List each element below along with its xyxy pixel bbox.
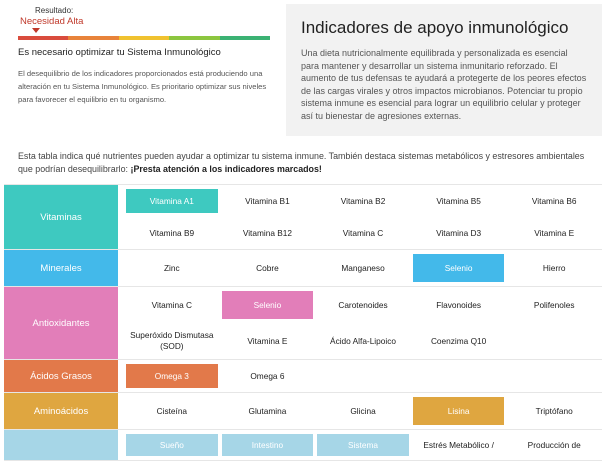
result-label: Resultado:: [35, 6, 74, 15]
indicator-item: Vitamina B9: [149, 227, 195, 238]
scale-segment: [118, 36, 170, 40]
indicator-item: Manganeso: [341, 262, 385, 273]
nutrient-group-row: Minerales Zinc Cobre Manganeso Selenio Hierro: [4, 250, 602, 287]
result-scale-bar: [18, 36, 271, 40]
indicator-item: Vitamina C: [151, 299, 193, 310]
indicator-item: Vitamina B2: [340, 195, 386, 206]
indicator-item: Estrés Metabólico /: [423, 439, 494, 450]
info-body: Una dieta nutricionalmente equilibrada y…: [301, 48, 587, 121]
scale-segment: [219, 36, 271, 40]
scale-segment: [169, 36, 220, 40]
result-marker-icon: [32, 28, 40, 33]
indicator-item: Cisteína: [156, 405, 188, 416]
indicator-item: Producción de: [527, 439, 581, 450]
indicator-item: Polifenoles: [533, 299, 575, 310]
indicator-item: Vitamina B1: [245, 195, 290, 206]
highlighted-indicator: Lisina: [412, 397, 505, 425]
highlighted-indicator: Intestino: [221, 434, 314, 456]
indicator-item: Hierro: [542, 262, 566, 273]
info-card: Indicadores de apoyo inmunológico Una di…: [286, 4, 602, 136]
highlighted-indicator: Vitamina A1: [126, 189, 218, 213]
table-intro-emphasis: ¡Presta atención a los indicadores marca…: [130, 164, 322, 174]
indicator-item: Vitamina B5: [436, 195, 481, 206]
nutrient-group-row: Aminoácidos Cisteína Glutamina Glicina Lisin…: [4, 393, 602, 430]
category-label: Vitaminas: [4, 185, 119, 249]
indicator-item: Glicina: [350, 405, 376, 416]
indicator-item: Vitamina B12: [242, 227, 293, 238]
indicator-item: Triptófano: [535, 405, 573, 416]
indicator-item: Vitamina D3: [436, 227, 482, 238]
table-intro-text: Esta tabla indica qué nutrientes pueden …: [18, 151, 585, 174]
category-label: Minerales: [4, 250, 119, 286]
nutrient-group-row: Vitaminas Vitamina A1 Vitamina B1 Vitamina …: [4, 185, 602, 250]
info-title: Indicadores de apoyo inmunológico: [301, 18, 569, 37]
nutrient-group-row: Antioxidantes Vitamina C Selenio Carotenoid…: [4, 287, 602, 360]
indicator-item: Zinc: [163, 262, 180, 273]
category-label: Ácidos Grasos: [4, 360, 119, 392]
highlighted-indicator: Omega 3: [126, 364, 218, 388]
indicator-item: Superóxido Dismutasa (SOD): [130, 330, 214, 351]
highlighted-indicator: Selenio: [221, 291, 314, 319]
indicator-item: Cobre: [256, 262, 279, 273]
nutrient-group-row: Sueño Intestino Sistema Estrés Metabólico /…: [4, 430, 602, 461]
indicator-item: Vitamina B6: [531, 195, 577, 206]
indicator-item: Glutamina: [248, 405, 287, 416]
highlighted-indicator: Sueño: [126, 434, 218, 456]
indicator-item: Omega 6: [250, 370, 285, 381]
result-description: El desequilibrio de los indicadores prop…: [18, 69, 267, 104]
indicator-item: Vitamina E: [534, 227, 575, 238]
result-heading: Es necesario optimizar tu Sistema Inmuno…: [18, 47, 221, 58]
table-intro: Esta tabla indica qué nutrientes pueden …: [18, 150, 598, 176]
category-label: Aminoácidos: [4, 393, 119, 429]
indicator-item: Vitamina E: [247, 335, 288, 346]
scale-segment: [68, 36, 119, 40]
indicator-item: Flavonoides: [436, 299, 481, 310]
category-label: Antioxidantes: [4, 287, 119, 359]
indicator-item: Carotenoides: [338, 299, 388, 310]
highlighted-indicator: Sistema: [317, 434, 409, 456]
indicator-item: Vitamina C: [342, 227, 384, 238]
category-label: [4, 430, 119, 460]
scale-segment: [18, 36, 69, 40]
nutrient-table: Vitaminas Vitamina A1 Vitamina B1 Vitamina …: [4, 184, 602, 461]
indicator-item: Ácido Alfa-Lipoico: [330, 335, 396, 346]
highlighted-indicator: Selenio: [412, 254, 505, 282]
indicator-item: Coenzima Q10: [430, 335, 487, 346]
result-value: Necesidad Alta: [20, 16, 84, 27]
nutrient-group-row: Ácidos Grasos Omega 3 Omega 6: [4, 360, 602, 393]
